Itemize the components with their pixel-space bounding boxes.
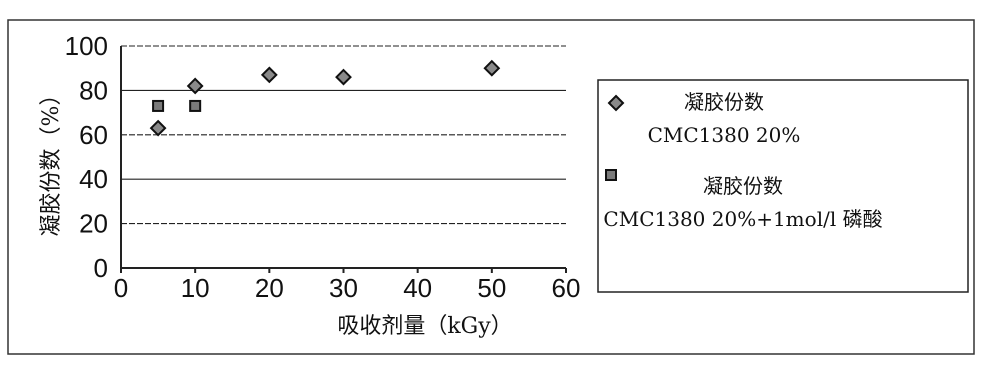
legend-box <box>597 79 969 293</box>
legend-label-series-1: CMC1380 20% <box>648 123 801 147</box>
y-tick-label: 20 <box>79 209 108 239</box>
data-point-series-1 <box>149 119 167 137</box>
legend-label-series-2: 凝胶份数 <box>703 174 783 198</box>
data-point-series-1 <box>186 77 204 95</box>
x-tick-labels: 0 10 20 30 40 50 60 <box>114 268 581 303</box>
x-tick-label: 60 <box>552 273 581 303</box>
data-points <box>149 59 501 137</box>
y-tick-label: 100 <box>65 31 108 61</box>
legend-label-series-2: CMC1380 20%+1mol/l 磷酸 <box>603 207 882 231</box>
legend-marker-series-2 <box>605 169 617 181</box>
data-point-series-1 <box>335 68 352 86</box>
legend: 凝胶份数 CMC1380 20% 凝胶份数 CMC1380 20%+1mol/l 磷酸 <box>603 90 882 231</box>
y-tick-label: 60 <box>79 120 108 150</box>
y-tick-label: 0 <box>94 253 108 283</box>
legend-label-series-1: 凝胶份数 <box>684 90 764 114</box>
x-tick-label: 30 <box>329 273 358 303</box>
y-axis-title: 凝胶份数（%） <box>39 84 64 237</box>
y-tick-label: 80 <box>79 75 108 105</box>
data-point-series-2 <box>152 99 165 112</box>
data-point-series-1 <box>260 66 278 84</box>
x-tick-label: 20 <box>255 273 284 303</box>
data-point-series-2 <box>189 99 202 112</box>
x-axis-title: 吸收剂量（kGy） <box>337 314 512 339</box>
y-tick-labels: 0 20 40 60 80 100 <box>65 31 108 283</box>
legend-marker-series-1 <box>607 94 625 112</box>
x-tick-label: 50 <box>477 273 506 303</box>
data-point-series-1 <box>483 59 501 77</box>
figure-border <box>7 19 975 355</box>
x-tick-label: 10 <box>181 273 210 303</box>
x-tick-label: 40 <box>403 273 432 303</box>
x-tick-label: 0 <box>114 273 128 303</box>
y-tick-label: 40 <box>79 164 108 194</box>
